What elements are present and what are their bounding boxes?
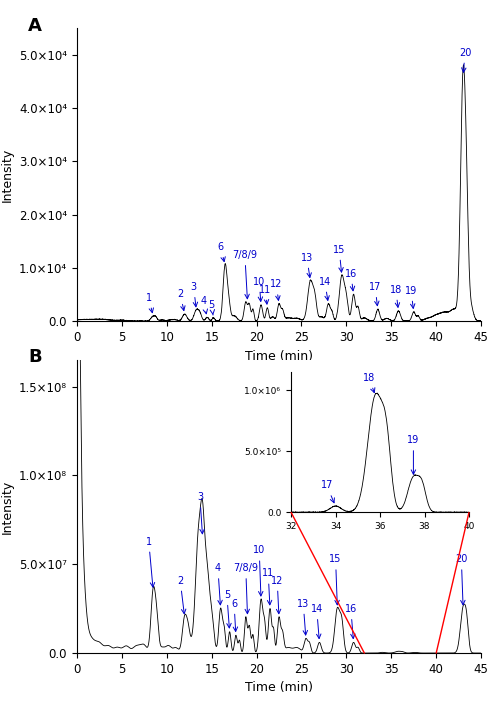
Text: 20: 20 [455,554,468,605]
Text: 11: 11 [259,285,272,304]
Text: 11: 11 [262,568,274,605]
Text: 5: 5 [208,299,215,315]
Text: 13: 13 [297,599,310,635]
Text: 7/8/9: 7/8/9 [233,563,258,614]
Text: A: A [28,16,42,35]
Text: 15: 15 [329,554,342,605]
Text: 4: 4 [215,563,222,605]
Y-axis label: Intensity: Intensity [0,479,13,534]
Text: 10: 10 [253,546,265,596]
Text: 2: 2 [177,289,185,311]
Text: 7/8/9: 7/8/9 [232,250,257,299]
Text: 12: 12 [270,280,283,300]
Text: 3: 3 [197,492,204,534]
Text: 19: 19 [405,286,417,309]
Text: 13: 13 [301,253,313,277]
Text: 16: 16 [345,268,357,291]
X-axis label: Time (min): Time (min) [245,349,313,362]
Text: 14: 14 [319,277,331,300]
Text: 17: 17 [369,282,381,306]
Text: 5: 5 [224,590,231,628]
Text: 12: 12 [271,575,283,614]
Text: 1: 1 [146,292,153,313]
Text: 6: 6 [218,242,225,261]
Y-axis label: Intensity: Intensity [0,148,13,202]
Text: 3: 3 [190,282,197,306]
Text: 14: 14 [310,604,323,638]
X-axis label: Time (min): Time (min) [245,681,313,694]
Text: 18: 18 [390,285,402,307]
Text: 2: 2 [177,575,186,614]
Text: 20: 20 [459,47,471,72]
Text: 4: 4 [200,297,207,313]
Text: 10: 10 [253,277,265,301]
Text: B: B [28,348,42,366]
Text: 15: 15 [333,245,345,272]
Text: 6: 6 [231,599,238,631]
Text: 16: 16 [345,604,357,638]
Text: 1: 1 [146,537,155,587]
